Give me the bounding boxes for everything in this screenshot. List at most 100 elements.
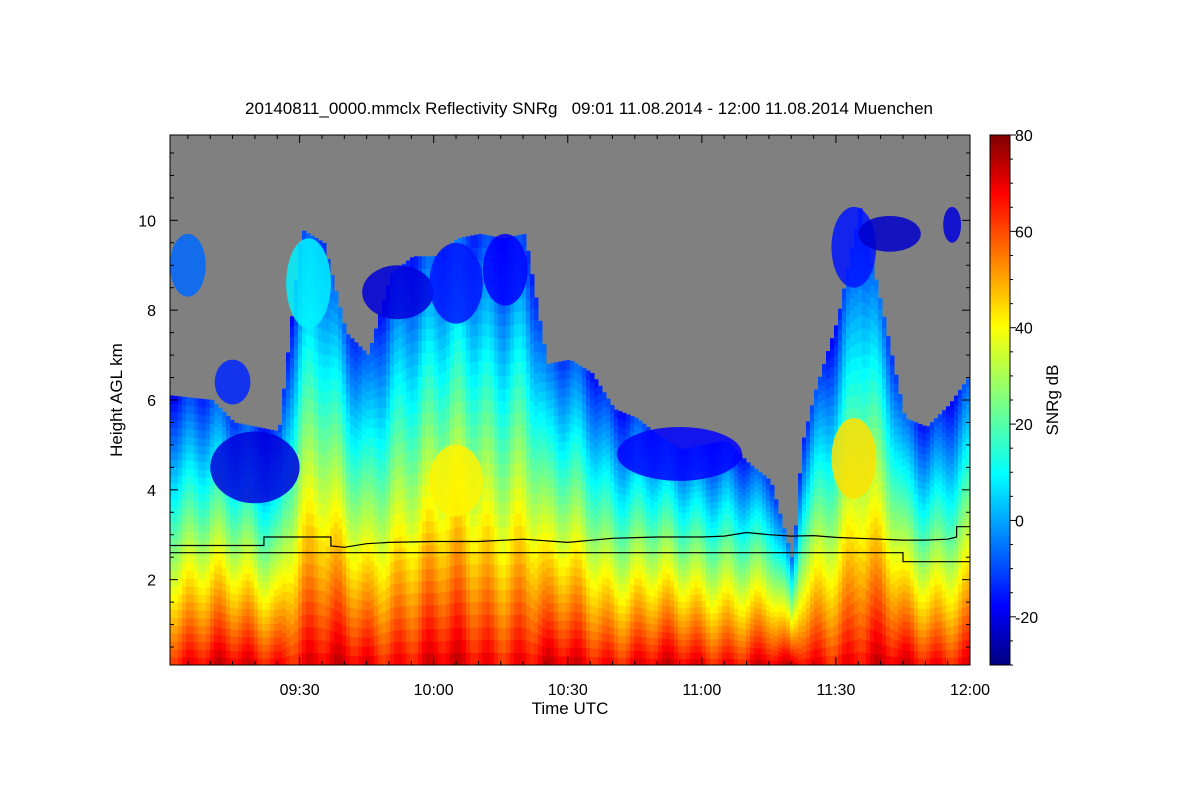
echo-cell [298,330,303,344]
echo-cell [646,566,651,575]
echo-cell [174,538,179,547]
echo-cell [270,429,275,438]
echo-cell [258,511,263,519]
echo-cell [570,495,575,505]
echo-cell [290,654,295,665]
echo-cell [282,575,287,585]
echo-cell [734,608,739,615]
echo-cell [590,441,595,451]
echo-cell [562,638,567,648]
echo-cell [602,520,607,530]
echo-cell [502,639,507,653]
echo-cell [674,510,679,518]
echo-cell [434,604,439,618]
echo-cell [462,513,467,528]
echo-cell [234,529,239,538]
echo-cell [454,377,459,391]
echo-cell [570,450,575,460]
echo-cell [462,400,467,414]
echo-cell [630,416,635,424]
echo-cell [754,595,759,603]
echo-cell [278,502,283,511]
echo-cell [658,631,663,639]
echo-cell [458,401,463,415]
echo-cell [690,517,695,525]
echo-cell [590,398,595,408]
echo-cell [562,521,567,532]
echo-cell [614,649,619,658]
echo-cell [498,602,503,616]
echo-cell [610,626,615,635]
echo-cell [582,368,587,378]
echo-cell [410,329,415,342]
echo-cell [510,375,515,389]
echo-cell [634,657,639,665]
echo-cell [634,541,639,550]
echo-cell [446,320,451,334]
echo-cell [198,500,203,509]
echo-cell [522,284,527,298]
echo-cell [338,444,343,456]
echo-cell [662,658,667,665]
echo-cell [214,572,219,581]
echo-cell [710,619,715,627]
echo-cell [598,615,603,625]
echo-cell [678,594,683,602]
echo-cell [198,508,203,517]
echo-cell [626,547,631,555]
echo-cell [562,387,567,398]
echo-cell [518,525,523,539]
echo-cell [434,640,439,654]
echo-cell [618,418,623,427]
echo-cell [338,401,343,414]
echo-cell [678,505,683,513]
echo-cell [294,325,299,338]
echo-cell [502,464,507,478]
echo-cell [378,334,383,346]
echo-cell [374,506,379,518]
echo-cell [178,625,183,634]
echo-cell [390,400,395,413]
echo-cell [338,370,343,382]
echo-cell [582,534,587,544]
echo-cell [282,616,287,625]
echo-cell [618,627,623,636]
echo-cell [570,584,575,594]
echo-cell [506,514,511,528]
echo-cell [406,415,411,428]
echo-cell [498,375,503,390]
echo-cell [418,568,423,582]
echo-cell [702,541,707,549]
echo-cell [478,309,483,324]
echo-cell [414,256,419,269]
echo-cell [418,580,423,594]
echo-cell [486,538,491,552]
echo-cell [386,553,391,565]
echo-cell [586,578,591,588]
echo-cell [174,522,179,531]
echo-cell [606,633,611,642]
echo-cell [522,525,527,539]
echo-cell [682,563,687,571]
echo-cell [350,568,355,580]
echo-cell [314,589,319,603]
echo-cell [726,606,731,614]
echo-cell [378,396,383,408]
echo-cell [182,633,187,642]
echo-cell [522,424,527,438]
echo-cell [438,434,443,448]
echo-cell [426,412,431,426]
echo-cell [254,594,259,603]
echo-cell [194,539,199,548]
echo-cell [490,589,495,603]
echo-cell [334,577,339,589]
echo-cell [410,497,415,510]
echo-cell [438,592,443,605]
echo-cell [262,602,267,610]
echo-cell [538,553,543,565]
echo-cell [666,553,671,561]
echo-cell [334,379,339,391]
echo-cell [594,396,599,406]
echo-cell [742,634,747,642]
echo-cell [238,586,243,595]
